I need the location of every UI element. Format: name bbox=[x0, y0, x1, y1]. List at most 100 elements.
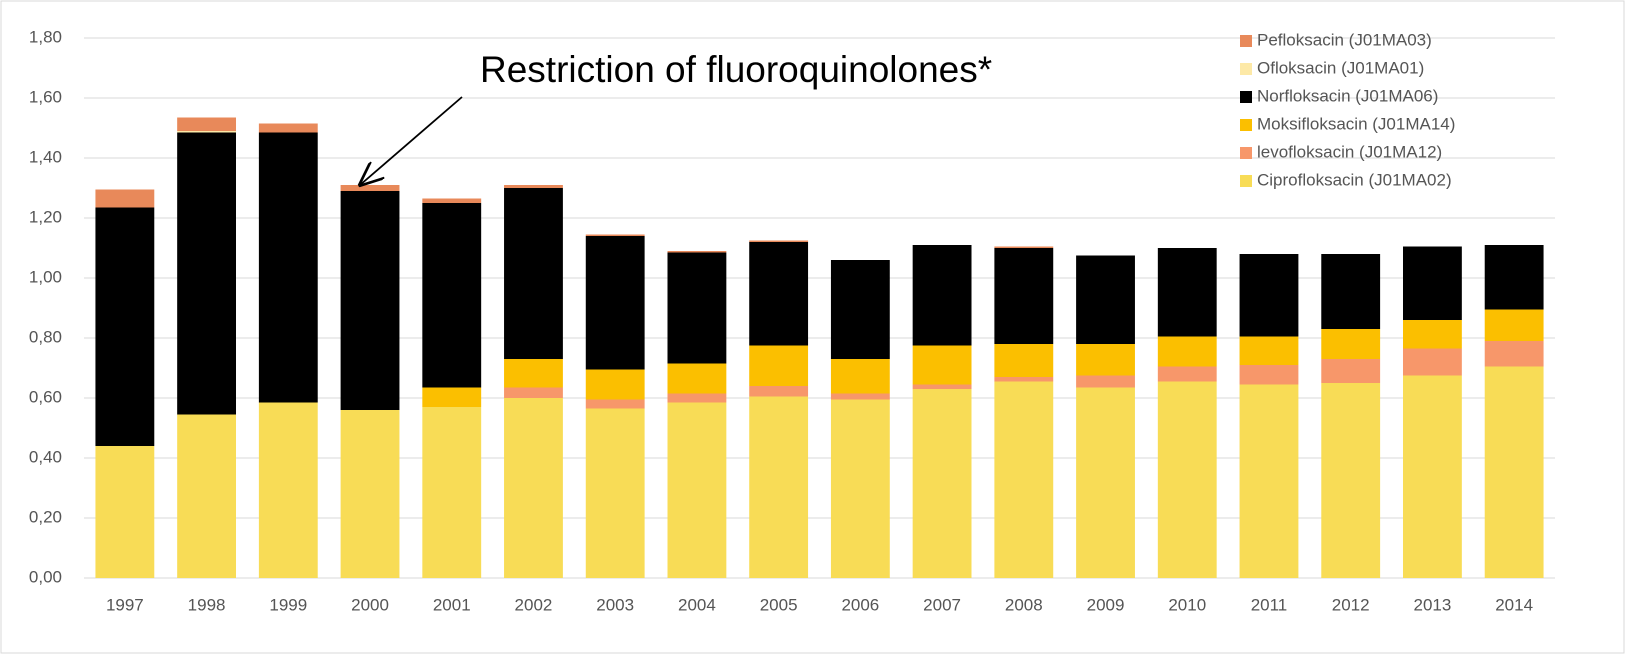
bar-segment bbox=[749, 386, 809, 397]
bar-segment bbox=[667, 251, 727, 253]
y-tick-label: 0,80 bbox=[29, 327, 62, 346]
bar-segment bbox=[504, 359, 563, 388]
bar-segment bbox=[667, 402, 727, 578]
y-tick-label: 0,20 bbox=[29, 507, 62, 526]
bar-segment bbox=[258, 123, 318, 133]
x-tick-label: 2003 bbox=[596, 595, 634, 614]
bar-segment bbox=[1321, 359, 1381, 383]
bar-segment bbox=[749, 242, 809, 346]
bar-segment bbox=[504, 398, 563, 578]
bar-segment bbox=[422, 407, 482, 578]
bar-segment bbox=[830, 260, 890, 359]
bar-segment bbox=[422, 203, 482, 388]
y-tick-label: 1,40 bbox=[29, 147, 62, 166]
bar-segment bbox=[177, 117, 237, 131]
legend-label: Ofloksacin (J01MA01) bbox=[1257, 58, 1424, 77]
bar-segment bbox=[994, 377, 1054, 382]
bar-segment bbox=[1484, 245, 1544, 310]
legend-label: Ciprofloksacin (J01MA02) bbox=[1257, 170, 1452, 189]
bar-segment bbox=[912, 389, 972, 578]
bar-segment bbox=[1076, 387, 1135, 578]
y-tick-label: 1,20 bbox=[29, 207, 62, 226]
bar-segment bbox=[1402, 348, 1462, 376]
bar-segment bbox=[749, 345, 809, 386]
x-tick-label: 2000 bbox=[351, 595, 389, 614]
bar-segment bbox=[504, 185, 563, 188]
x-tick-label: 2001 bbox=[433, 595, 471, 614]
legend-label: levofloksacin (J01MA12) bbox=[1257, 142, 1442, 161]
x-tick-label: 2011 bbox=[1251, 595, 1288, 614]
x-tick-label: 2010 bbox=[1168, 595, 1206, 614]
x-tick-label: 2007 bbox=[923, 595, 961, 614]
bar-segment bbox=[667, 252, 727, 364]
x-tick-label: 2008 bbox=[1005, 595, 1043, 614]
bar-segment bbox=[667, 393, 727, 403]
legend-swatch bbox=[1240, 91, 1252, 103]
x-tick-label: 1999 bbox=[269, 595, 307, 614]
bar-segment bbox=[994, 344, 1054, 377]
x-tick-label: 2005 bbox=[760, 595, 798, 614]
bar-segment bbox=[504, 188, 563, 359]
bar-segment bbox=[258, 402, 318, 578]
x-tick-label: 2014 bbox=[1495, 595, 1533, 614]
bar-segment bbox=[1076, 344, 1135, 376]
legend-swatch bbox=[1240, 63, 1252, 75]
bar-segment bbox=[177, 132, 237, 415]
bar-segment bbox=[994, 248, 1054, 344]
bar-segment bbox=[585, 369, 645, 400]
bar-segment bbox=[1484, 341, 1544, 367]
bar-segment bbox=[340, 191, 400, 410]
bar-segment bbox=[1484, 309, 1544, 341]
bar-segment bbox=[1402, 375, 1462, 578]
bar-segment bbox=[258, 132, 318, 403]
bar-segment bbox=[95, 207, 155, 446]
bar-segment bbox=[95, 446, 155, 578]
bar-segment bbox=[504, 387, 563, 398]
bar-segment bbox=[585, 408, 645, 578]
y-tick-label: 0,40 bbox=[29, 447, 62, 466]
bar-segment bbox=[422, 198, 482, 203]
legend-label: Pefloksacin (J01MA03) bbox=[1257, 30, 1432, 49]
bar-segment bbox=[667, 363, 727, 394]
legend-swatch bbox=[1240, 175, 1252, 187]
bar-segment bbox=[830, 359, 890, 394]
bar-segment bbox=[585, 234, 645, 236]
bar-segment bbox=[177, 131, 237, 133]
legend-label: Moksifloksacin (J01MA14) bbox=[1257, 114, 1455, 133]
x-tick-label: 2004 bbox=[678, 595, 716, 614]
legend-label: Norfloksacin (J01MA06) bbox=[1257, 86, 1438, 105]
bar-segment bbox=[1402, 320, 1462, 349]
bar-segment bbox=[1321, 383, 1381, 578]
bar-segment bbox=[1239, 365, 1299, 385]
bar-segment bbox=[912, 345, 972, 385]
x-tick-label: 2006 bbox=[841, 595, 879, 614]
bar-segment bbox=[1157, 336, 1217, 367]
y-tick-label: 0,60 bbox=[29, 387, 62, 406]
bar-segment bbox=[1484, 366, 1544, 578]
bar-segment bbox=[340, 410, 400, 578]
bar-segment bbox=[830, 393, 890, 400]
bar-segment bbox=[1239, 384, 1299, 578]
x-tick-label: 2013 bbox=[1414, 595, 1452, 614]
legend-swatch bbox=[1240, 35, 1252, 47]
bar-segment bbox=[912, 384, 972, 389]
bar-segment bbox=[1402, 246, 1462, 320]
x-tick-label: 1997 bbox=[106, 595, 144, 614]
bar-segment bbox=[1157, 366, 1217, 382]
bar-segment bbox=[1239, 336, 1299, 365]
bar-segment bbox=[1076, 375, 1135, 388]
y-tick-label: 1,80 bbox=[29, 27, 62, 46]
bar-segment bbox=[749, 396, 809, 578]
bar-segment bbox=[1076, 255, 1135, 344]
x-tick-label: 2012 bbox=[1332, 595, 1370, 614]
bar-segment bbox=[912, 245, 972, 346]
bar-segment bbox=[994, 381, 1054, 578]
bar-segment bbox=[585, 236, 645, 370]
bar-segment bbox=[177, 414, 237, 578]
legend-swatch bbox=[1240, 119, 1252, 131]
x-tick-label: 2009 bbox=[1087, 595, 1125, 614]
bar-segment bbox=[1157, 381, 1217, 578]
bar-segment bbox=[585, 399, 645, 409]
bar-segment bbox=[749, 240, 809, 242]
